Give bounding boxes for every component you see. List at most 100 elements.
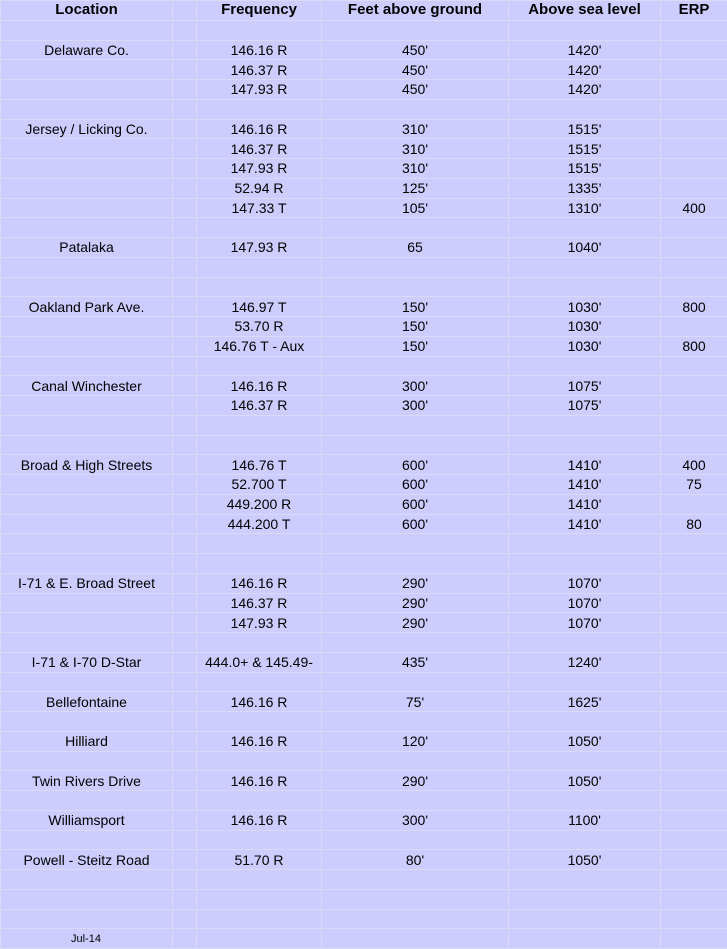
cell-location	[1, 494, 173, 514]
cell-erp	[661, 139, 727, 159]
cell-feet	[322, 909, 509, 929]
cell-asl	[509, 218, 661, 238]
cell-frequency: 146.97 T	[197, 297, 322, 317]
cell-spacer	[173, 277, 197, 297]
cell-erp	[661, 791, 727, 811]
cell-asl	[509, 929, 661, 949]
header-row: Location Frequency Feet above ground Abo…	[1, 1, 727, 21]
cell-asl	[509, 356, 661, 376]
cell-frequency	[197, 356, 322, 376]
cell-feet: 310'	[322, 159, 509, 179]
cell-asl	[509, 672, 661, 692]
cell-location	[1, 672, 173, 692]
cell-frequency	[197, 712, 322, 732]
cell-erp: 400	[661, 455, 727, 475]
cell-asl: 1030'	[509, 317, 661, 337]
cell-spacer	[173, 20, 197, 40]
cell-feet	[322, 415, 509, 435]
cell-spacer	[173, 159, 197, 179]
table-row	[1, 218, 727, 238]
cell-asl	[509, 909, 661, 929]
cell-feet: 150'	[322, 297, 509, 317]
cell-frequency	[197, 99, 322, 119]
cell-spacer	[173, 60, 197, 80]
cell-frequency	[197, 534, 322, 554]
cell-feet: 600'	[322, 455, 509, 475]
cell-feet: 600'	[322, 475, 509, 495]
cell-erp	[661, 613, 727, 633]
cell-location: Powell - Steitz Road	[1, 850, 173, 870]
cell-asl	[509, 830, 661, 850]
cell-asl	[509, 99, 661, 119]
cell-erp	[661, 99, 727, 119]
cell-asl: 1040'	[509, 238, 661, 258]
cell-erp	[661, 238, 727, 258]
cell-erp	[661, 376, 727, 396]
cell-spacer	[173, 40, 197, 60]
table-row: Jul-14	[1, 929, 727, 949]
cell-erp	[661, 277, 727, 297]
cell-feet	[322, 20, 509, 40]
cell-location	[1, 791, 173, 811]
cell-feet	[322, 99, 509, 119]
cell-spacer	[173, 712, 197, 732]
cell-location: Bellefontaine	[1, 692, 173, 712]
cell-frequency	[197, 830, 322, 850]
cell-feet: 450'	[322, 80, 509, 100]
cell-spacer	[173, 554, 197, 574]
cell-feet	[322, 218, 509, 238]
cell-erp	[661, 20, 727, 40]
cell-erp	[661, 159, 727, 179]
cell-frequency	[197, 20, 322, 40]
cell-spacer	[173, 356, 197, 376]
cell-spacer	[173, 830, 197, 850]
cell-erp	[661, 850, 727, 870]
table-row	[1, 415, 727, 435]
cell-spacer	[173, 494, 197, 514]
cell-erp	[661, 396, 727, 416]
cell-feet: 290'	[322, 573, 509, 593]
cell-feet	[322, 830, 509, 850]
table-row	[1, 909, 727, 929]
cell-asl	[509, 791, 661, 811]
cell-erp: 75	[661, 475, 727, 495]
header-frequency: Frequency	[197, 1, 322, 21]
table-row	[1, 99, 727, 119]
cell-location: Broad & High Streets	[1, 455, 173, 475]
header-above-sea-level: Above sea level	[509, 1, 661, 21]
header-erp: ERP	[661, 1, 727, 21]
cell-erp	[661, 60, 727, 80]
cell-asl: 1420'	[509, 80, 661, 100]
cell-location	[1, 751, 173, 771]
cell-asl: 1070'	[509, 573, 661, 593]
cell-feet	[322, 534, 509, 554]
cell-frequency: 53.70 R	[197, 317, 322, 337]
cell-asl: 1515'	[509, 119, 661, 139]
cell-feet: 310'	[322, 139, 509, 159]
cell-feet: 290'	[322, 771, 509, 791]
cell-frequency: 146.16 R	[197, 731, 322, 751]
cell-frequency: 146.37 R	[197, 396, 322, 416]
header-location: Location	[1, 1, 173, 21]
cell-feet	[322, 356, 509, 376]
cell-spacer	[173, 317, 197, 337]
cell-location	[1, 909, 173, 929]
cell-erp	[661, 593, 727, 613]
cell-location	[1, 159, 173, 179]
cell-location	[1, 396, 173, 416]
cell-frequency: 147.93 R	[197, 80, 322, 100]
cell-erp	[661, 731, 727, 751]
cell-frequency: 147.93 R	[197, 613, 322, 633]
cell-frequency: 444.200 T	[197, 514, 322, 534]
